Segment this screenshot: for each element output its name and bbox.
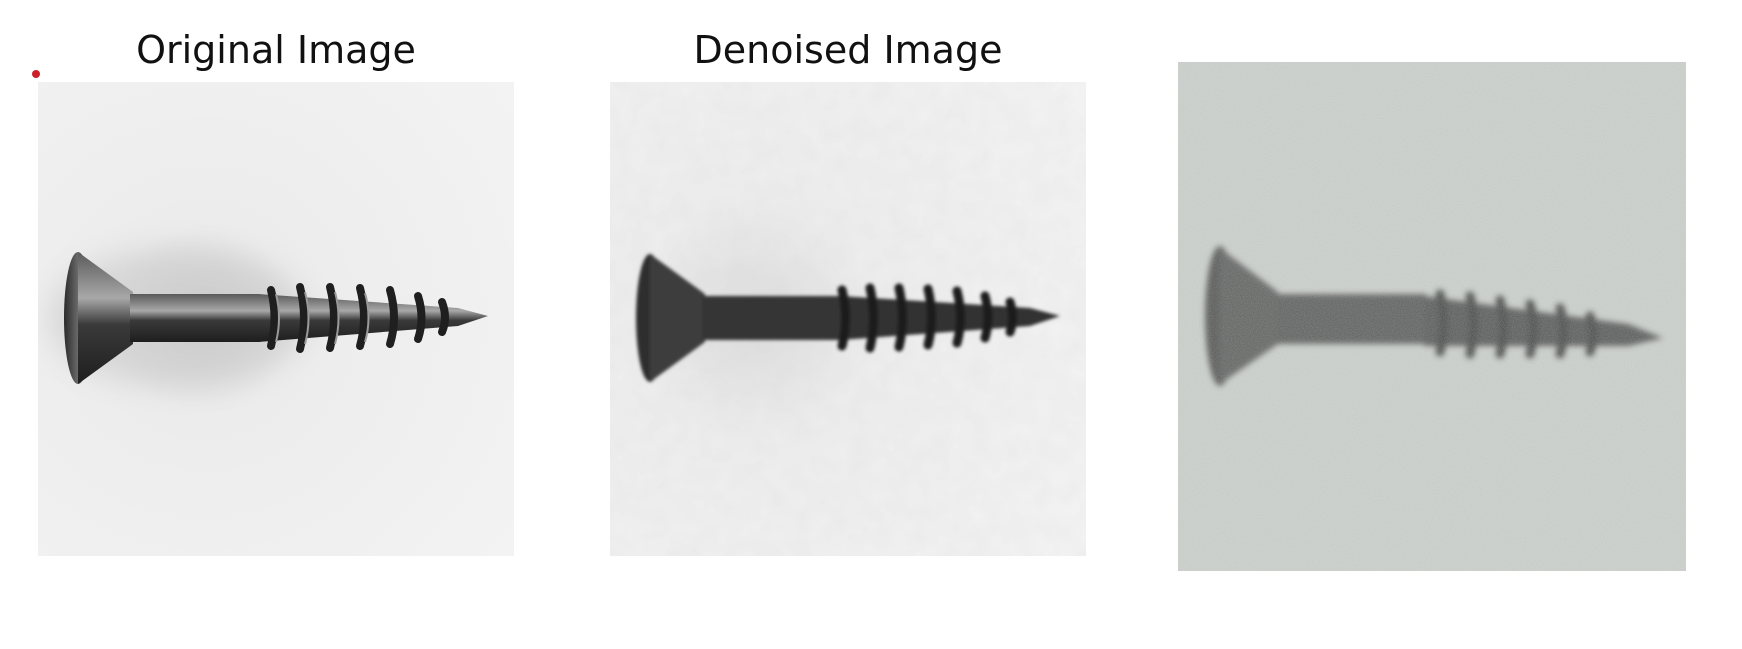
- original-screw-image: [38, 82, 514, 556]
- denoised-screw-image: [610, 82, 1086, 556]
- red-marker-dot: [32, 70, 40, 78]
- noisy-screw-image: [1178, 62, 1686, 571]
- denoised-image-panel: [610, 82, 1086, 556]
- noisy-image-panel: [1178, 62, 1686, 571]
- original-image-title: Original Image: [136, 28, 416, 72]
- original-image-panel: [38, 82, 514, 556]
- denoised-image-title: Denoised Image: [693, 28, 1003, 72]
